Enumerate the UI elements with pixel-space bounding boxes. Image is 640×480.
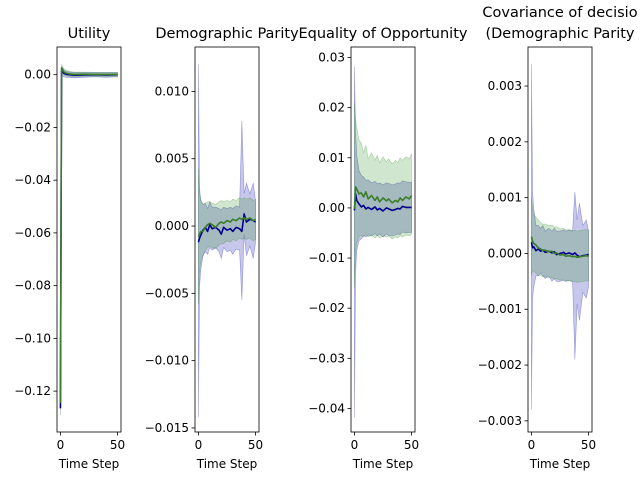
y-tick-label: 0.03 — [318, 51, 345, 65]
plot-area — [59, 63, 118, 415]
y-tick-label: 0.02 — [318, 101, 345, 115]
x-tick-label: 0 — [528, 438, 536, 452]
confidence-band-series-2 — [198, 169, 256, 305]
subplot-title: Equality of Opportunity — [299, 26, 468, 42]
y-tick-label: −0.001 — [478, 302, 522, 316]
y-tick-label: 0.00 — [318, 201, 345, 215]
subplot-1: 0.00 −0.02 −0.04 −0.06 −0.08 −0.10 −0.12 0 50 Tim… — [14, 26, 125, 471]
y-tick-label: 0.000 — [488, 246, 522, 260]
axes-frame — [527, 46, 593, 433]
subplot-title: Utility — [68, 26, 111, 42]
y-tick-label: −0.08 — [14, 279, 51, 293]
series-line-2 — [353, 186, 413, 209]
confidence-band-series-1 — [60, 65, 118, 415]
x-tick-label: 0 — [57, 438, 65, 452]
confidence-band-series-2 — [531, 197, 589, 283]
y-tick-label: −0.06 — [14, 226, 51, 240]
y-tick-label: 0.00 — [24, 68, 51, 82]
y-tick-label: 0.001 — [488, 191, 522, 205]
subplot-title: (Demographic Parity — [485, 26, 634, 42]
x-tick-label: 50 — [581, 438, 596, 452]
x-tick-label: 50 — [248, 438, 263, 452]
subplot-title: Demographic Parity — [155, 26, 299, 42]
confidence-band-series-1 — [531, 63, 589, 410]
confidence-band-series-2 — [60, 63, 118, 410]
x-axis-label: Time Step — [352, 457, 414, 471]
confidence-band-series-1 — [354, 66, 412, 418]
x-axis-label: Time Step — [529, 457, 591, 471]
y-tick-label: −0.015 — [145, 421, 189, 435]
y-tick-label: −0.04 — [14, 173, 51, 187]
y-tick-label: 0.010 — [155, 84, 189, 98]
y-tick-label: −0.03 — [308, 351, 345, 365]
confidence-band-series-2 — [354, 102, 412, 289]
plot-area — [353, 66, 413, 418]
y-tick-label: −0.005 — [145, 286, 189, 300]
subplot-3: 0.03 0.02 0.01 0.00 −0.01 −0.02 −0.03 −0.04 0 50 T… — [299, 26, 468, 471]
y-tick-label: 0.01 — [318, 151, 345, 165]
subplot-title: Covariance of decisio — [482, 5, 637, 21]
x-tick-label: 0 — [195, 438, 203, 452]
plot-area — [197, 64, 256, 418]
y-tick-label: −0.04 — [308, 401, 345, 415]
y-tick-label: −0.010 — [145, 354, 189, 368]
x-axis-label: Time Step — [58, 457, 120, 471]
y-tick-label: −0.002 — [478, 358, 522, 372]
y-tick-label: −0.01 — [308, 251, 345, 265]
axes-frame — [350, 46, 416, 433]
y-tick-label: −0.02 — [14, 120, 51, 134]
subplot-2: 0.010 0.005 0.000 −0.005 −0.010 −0.015 0 50 Time… — [145, 26, 300, 471]
subplot-4: 0.003 0.002 0.001 0.000 −0.001 −0.002 −0.003 0 5… — [478, 5, 638, 471]
y-tick-label: −0.12 — [14, 384, 51, 398]
y-tick-label: −0.10 — [14, 331, 51, 345]
confidence-band-series-1 — [198, 64, 256, 418]
series-line-2 — [530, 236, 589, 259]
plot-area — [530, 63, 589, 410]
series-line-2 — [59, 67, 118, 403]
y-tick-label: 0.002 — [488, 135, 522, 149]
y-tick-label: 0.005 — [155, 152, 189, 166]
y-tick-label: 0.003 — [488, 79, 522, 93]
series-line-1 — [530, 242, 589, 258]
axes-frame — [56, 46, 122, 433]
y-tick-label: −0.02 — [308, 301, 345, 315]
x-tick-label: 50 — [404, 438, 419, 452]
series-line-2 — [197, 217, 256, 238]
y-tick-label: −0.003 — [478, 414, 522, 428]
x-tick-label: 50 — [110, 438, 125, 452]
series-line-1 — [59, 69, 118, 409]
x-axis-label: Time Step — [196, 457, 258, 471]
y-tick-label: 0.000 — [155, 219, 189, 233]
series-line-1 — [353, 193, 412, 212]
x-tick-label: 0 — [351, 438, 359, 452]
axes-frame — [194, 46, 260, 433]
